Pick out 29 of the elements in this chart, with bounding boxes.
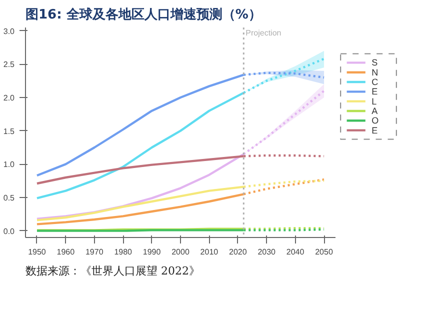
y-tick-label: 0.0 [3,226,16,236]
y-tick-label: 1.5 [3,126,16,136]
x-tick-label: 2030 [258,248,276,256]
y-tick-label: 2.5 [3,60,16,70]
y-tick-label: 1.0 [3,160,16,170]
x-tick-label: 2020 [229,248,248,256]
x-tick-label: 1960 [56,248,76,256]
chart-title: 图16: 全球及各地区人口增速预测（%） [26,6,262,22]
source-note: 数据来源：《世界人口展望 2022》 [26,264,200,278]
x-tick-label: 1950 [28,248,46,256]
legend-label: O [372,116,379,126]
y-tick-label: 3.0 [3,26,16,36]
x-tick-label: 1990 [142,248,162,256]
legend-label: E [372,125,378,136]
legend-label: S [372,58,378,68]
x-tick-label: 2000 [172,248,190,256]
y-tick-label: 0.5 [3,194,16,202]
x-tick-label: 2040 [286,248,305,256]
x-tick-label: 2010 [200,248,219,256]
x-tick-label: 1970 [85,248,104,256]
x-tick-label: 2050 [315,248,334,256]
legend-label: A [372,106,378,116]
legend-label: C [372,77,379,88]
ref-line-label: Projection [246,28,282,38]
legend-label: N [372,67,378,78]
x-tick-label: 1980 [114,248,133,256]
y-tick-label: 2.0 [3,94,16,102]
legend-label: L [372,96,377,106]
legend-label: E [372,86,378,97]
